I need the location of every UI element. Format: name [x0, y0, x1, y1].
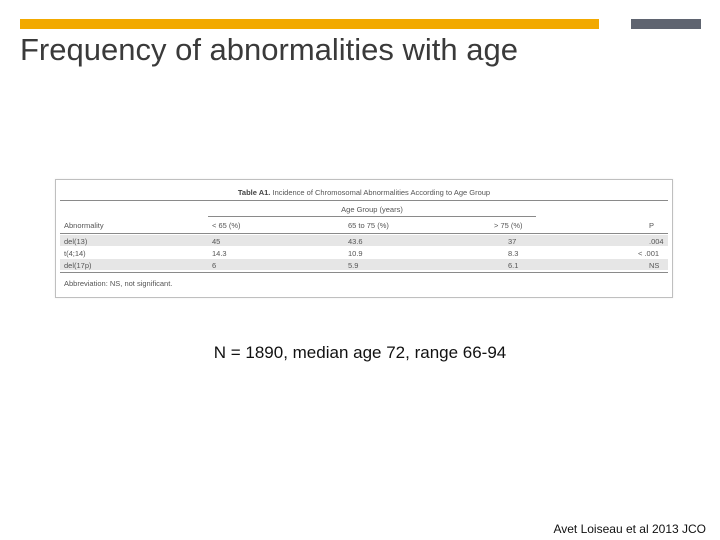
cohort-stats: N = 1890, median age 72, range 66-94: [213, 343, 507, 362]
table-label: Table A1.: [237, 188, 271, 197]
column-header-65-to-75: 65 to 75 (%): [348, 221, 389, 230]
slide-title: Frequency of abnormalities with age: [20, 32, 518, 67]
table-cell-65-to-75: 10.9: [348, 249, 363, 258]
table-cell-p: < .001: [638, 249, 660, 258]
table-bottom-rule: [60, 272, 668, 273]
table-cell-65-to-75: 5.9: [348, 261, 359, 270]
table-cell-p: NS: [649, 261, 660, 270]
row-shade: [60, 235, 668, 246]
table-cell-over-75: 6.1: [508, 261, 519, 270]
corner-accent-bar: [631, 19, 701, 29]
group-header-rule: [208, 216, 536, 217]
table-cell-abnormality: del(17p): [64, 261, 92, 270]
table-caption-text: Incidence of Chromosomal Abnormalities A…: [272, 188, 491, 197]
table-cell-65-to-75: 43.6: [348, 237, 363, 246]
header-bottom-rule: [60, 233, 668, 234]
column-header-over-75: > 75 (%): [494, 221, 523, 230]
row-shade: [60, 259, 668, 270]
table-cell-p: .004: [649, 237, 664, 246]
table-caption: Table A1. Incidence of Chromosomal Abnor…: [56, 188, 672, 197]
table-cell-under-65: 14.3: [212, 249, 227, 258]
table-cell-under-65: 45: [212, 237, 221, 246]
table-cell-under-65: 6: [212, 261, 217, 270]
table-cell-abnormality: del(13): [64, 237, 88, 246]
table-top-rule: [60, 200, 668, 201]
column-header-under-65: < 65 (%): [212, 221, 241, 230]
column-header-p: P: [649, 221, 655, 230]
citation: Avet Loiseau et al 2013 JCO: [553, 522, 706, 536]
title-accent-bar: [20, 19, 599, 29]
incidence-table: Table A1. Incidence of Chromosomal Abnor…: [55, 179, 673, 298]
column-header-abnormality: Abnormality: [64, 221, 104, 230]
table-cell-over-75: 8.3: [508, 249, 519, 258]
age-group-header: Age Group (years): [341, 205, 403, 214]
table-cell-over-75: 37: [508, 237, 517, 246]
table-footnote: Abbreviation: NS, not significant.: [64, 279, 173, 288]
table-cell-abnormality: t(4;14): [64, 249, 86, 258]
